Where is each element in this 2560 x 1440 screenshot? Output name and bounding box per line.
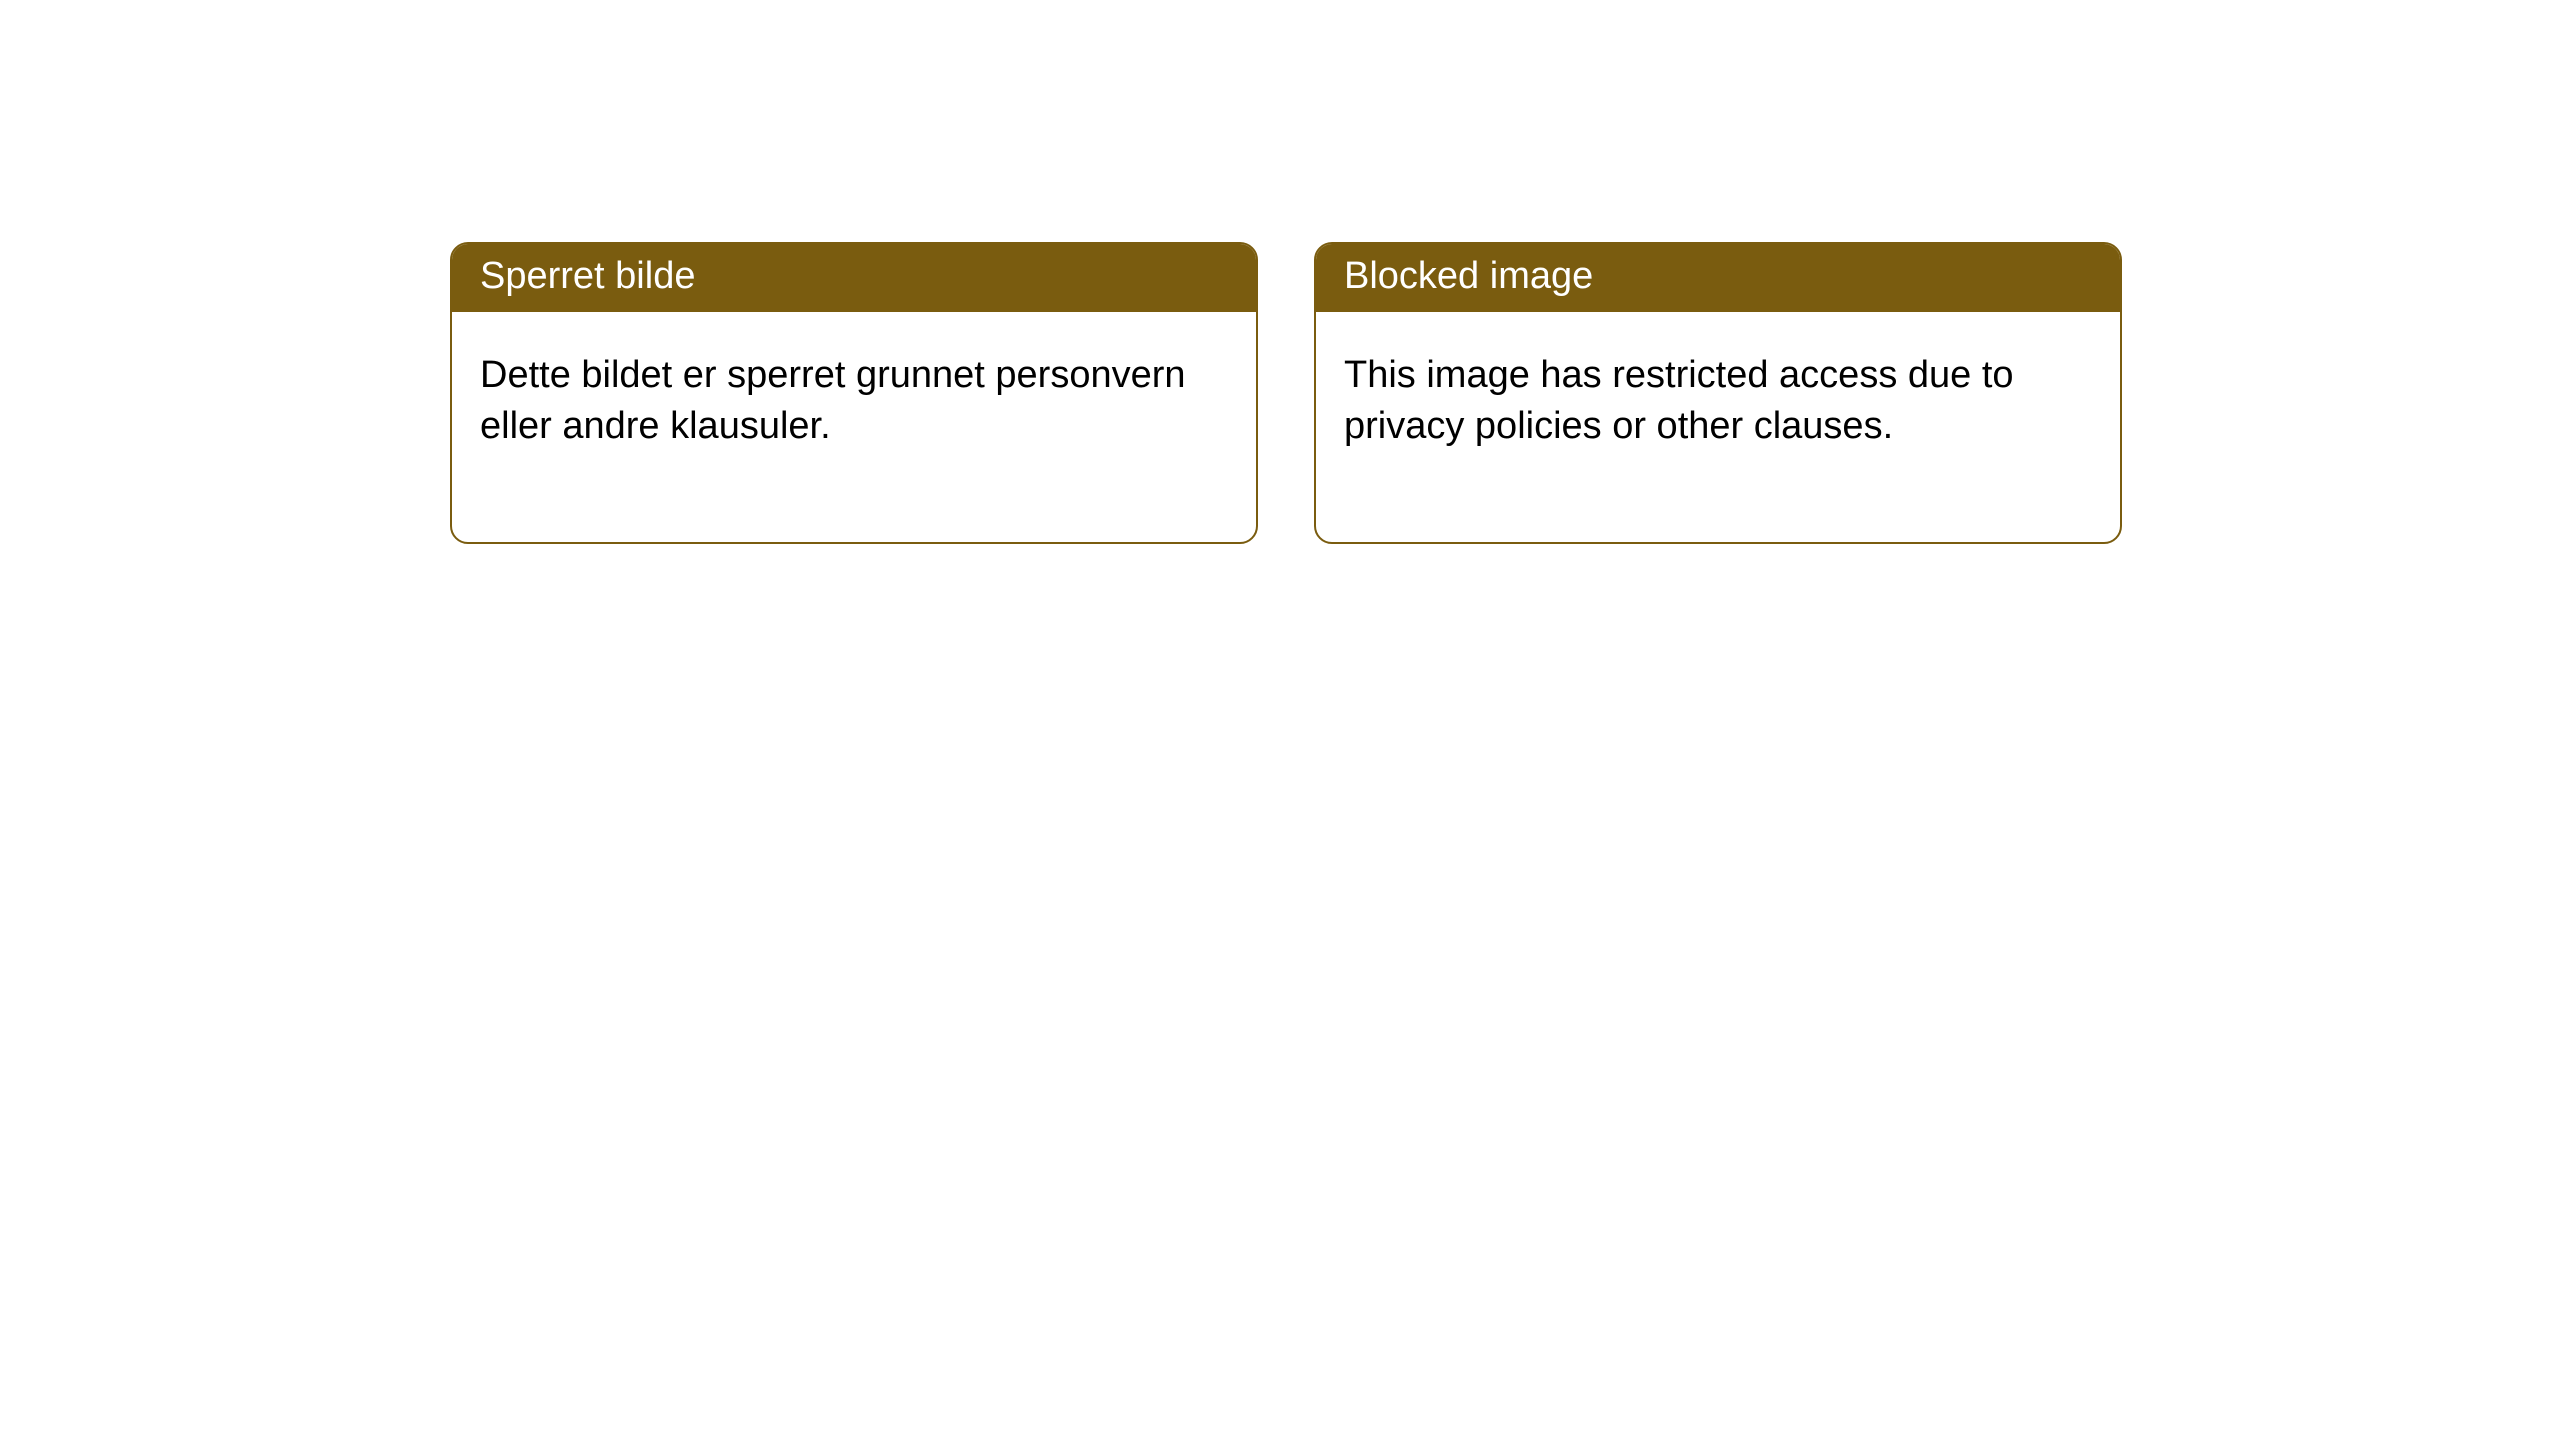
notice-card-no: Sperret bilde Dette bildet er sperret gr… [450,242,1258,544]
notice-card-en: Blocked image This image has restricted … [1314,242,2122,544]
notice-card-title: Blocked image [1316,244,2120,312]
notice-container: Sperret bilde Dette bildet er sperret gr… [0,0,2560,544]
notice-card-title: Sperret bilde [452,244,1256,312]
notice-card-body: This image has restricted access due to … [1316,312,2120,543]
notice-card-body: Dette bildet er sperret grunnet personve… [452,312,1256,543]
